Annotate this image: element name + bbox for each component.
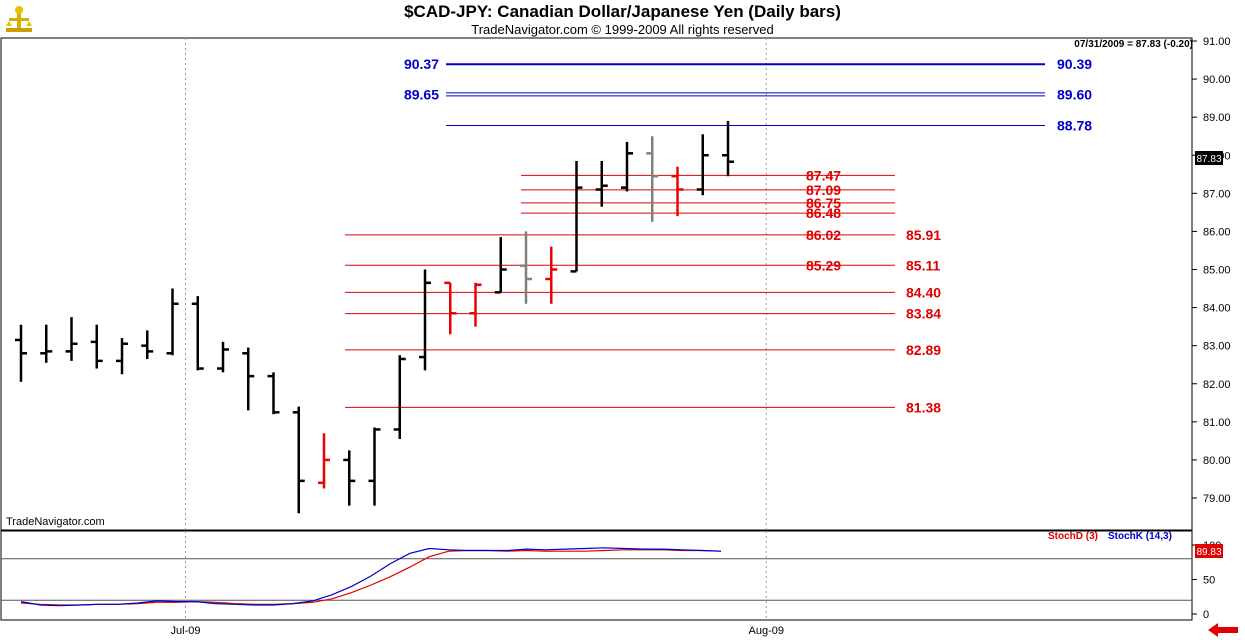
resistance-right-label: 90.39 xyxy=(1057,56,1092,72)
chart-title: $CAD-JPY: Canadian Dollar/Japanese Yen (… xyxy=(404,2,841,21)
price-axis-label: 86.00 xyxy=(1203,226,1231,238)
watermark-label: TradeNavigator.com xyxy=(6,516,105,528)
support-label: 85.91 xyxy=(906,227,941,243)
resistance-left-label: 90.37 xyxy=(404,56,439,72)
price-axis-label: 81.00 xyxy=(1203,417,1231,429)
date-axis-label: Jul-09 xyxy=(171,625,201,637)
stoch-panel-border xyxy=(0,530,1193,621)
support-label: 83.84 xyxy=(906,306,941,322)
stochastic-panel: 050100 xyxy=(1,540,1221,621)
scroll-left-arrow-icon[interactable] xyxy=(1208,623,1238,637)
date-axis-label: Aug-09 xyxy=(749,625,784,637)
ohlc-bars xyxy=(15,120,734,514)
resistance-right-label: 88.78 xyxy=(1057,118,1092,134)
price-axis-label: 82.00 xyxy=(1203,379,1231,391)
support-label: 84.40 xyxy=(906,284,941,300)
support-label: 86.75 xyxy=(806,195,841,211)
support-resistance-levels: 90.37 90.39 89.65 89.60 88.78 87.4787.0986.75… xyxy=(345,56,1092,415)
support-label: 85.29 xyxy=(806,257,841,273)
support-label: 82.89 xyxy=(906,342,941,358)
price-axis-label: 90.00 xyxy=(1203,74,1231,86)
chart-grid xyxy=(185,38,767,620)
price-axis-label: 83.00 xyxy=(1203,341,1231,353)
price-axis-label: 87.00 xyxy=(1203,188,1231,200)
last-price-tag: 87.83 xyxy=(1196,154,1221,165)
stoch-value-tag-bg xyxy=(1195,544,1223,558)
chart-frame xyxy=(0,37,1193,621)
support-label: 86.02 xyxy=(806,227,841,243)
support-label: 87.09 xyxy=(806,182,841,198)
price-axis-label: 80.00 xyxy=(1203,455,1231,467)
price-axis-label: 91.00 xyxy=(1203,36,1231,48)
support-label: 87.47 xyxy=(806,167,841,183)
stoch-axis-label: 0 xyxy=(1203,609,1209,621)
price-axis-label: 85.00 xyxy=(1203,265,1231,277)
copyright-subtitle: TradeNavigator.com © 1999-2009 All right… xyxy=(471,22,774,37)
date-axis: Jul-09 Aug-09 xyxy=(171,625,784,637)
trade-navigator-logo-icon[interactable] xyxy=(4,4,34,39)
price-axis: 79.00 80.00 81.00 82.00 83.00 84.00 85.00 86.00… xyxy=(1192,36,1231,505)
price-axis-label: 84.00 xyxy=(1203,303,1231,315)
stoch-value-tag: 89.83 xyxy=(1196,547,1221,558)
last-price-tag-bg xyxy=(1195,151,1223,165)
support-label: 86.48 xyxy=(806,205,841,221)
chart-header: $CAD-JPY: Canadian Dollar/Japanese Yen (… xyxy=(0,0,1245,38)
resistance-left-label: 89.65 xyxy=(404,86,439,102)
stochk-legend: StochK (14,3) xyxy=(1108,531,1172,542)
stochd-legend: StochD (3) xyxy=(1048,531,1098,542)
price-panel-border xyxy=(0,37,1193,531)
last-price-readout: 07/31/2009 = 87.83 (-0.20) xyxy=(1074,39,1193,50)
price-axis-label: 79.00 xyxy=(1203,493,1231,505)
stochk-line xyxy=(20,547,722,607)
support-label: 85.11 xyxy=(906,257,940,273)
resistance-right-label: 89.60 xyxy=(1057,86,1092,102)
support-label: 81.38 xyxy=(906,399,941,415)
stoch-axis-label: 50 xyxy=(1203,575,1215,587)
price-axis-label: 89.00 xyxy=(1203,112,1231,124)
